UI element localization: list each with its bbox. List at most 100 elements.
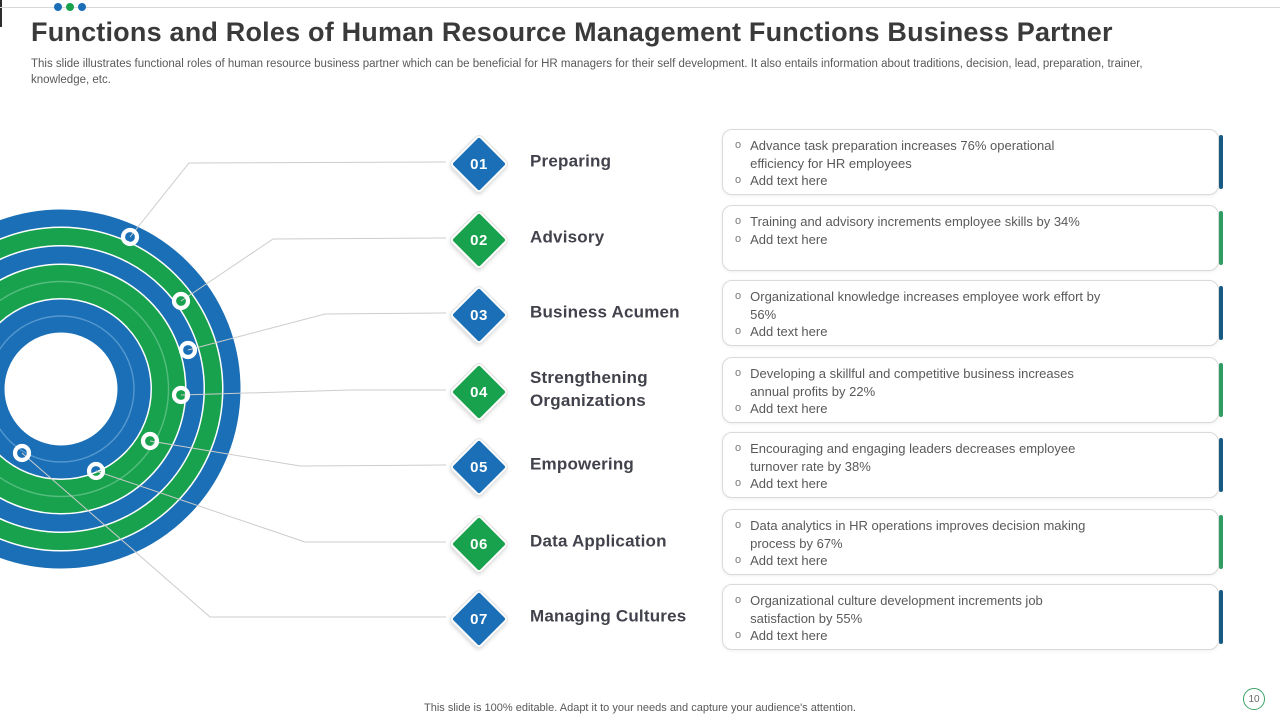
detail-card-3: o Organizational knowledge increases emp… — [722, 280, 1219, 346]
bullet-text-placeholder: Add text here — [750, 173, 828, 188]
card-accent-bar — [1219, 135, 1223, 189]
ring-blue-middle — [0, 246, 204, 532]
bullet-text: Organizational culture development incre… — [750, 593, 1043, 626]
bullet-icon: o — [735, 519, 742, 531]
step-number: 02 — [470, 231, 488, 249]
bullet-icon: o — [735, 442, 742, 454]
ring-marker-7 — [12, 443, 32, 463]
page-number: 10 — [1248, 693, 1260, 705]
bullet-text: Developing a skillful and competitive bu… — [750, 366, 1074, 399]
ring-separator-arc — [0, 315, 135, 463]
card-accent-bar — [1219, 286, 1223, 340]
bullet-text: Organizational knowledge increases emplo… — [750, 289, 1101, 322]
ring-green-outer — [0, 228, 222, 550]
header-divider-line — [0, 7, 1280, 8]
bullet-icon: o — [735, 290, 742, 302]
page-subtitle: This slide illustrates functional roles … — [31, 58, 1143, 87]
bullet-text-placeholder: Add text here — [750, 553, 828, 568]
step-number: 03 — [470, 306, 488, 324]
bullet-item: o Add text here — [735, 231, 1204, 249]
card-accent-bar — [1219, 211, 1223, 265]
step-number: 05 — [470, 458, 488, 476]
card-accent-bar — [1219, 363, 1223, 417]
bullet-item: o Advance task preparation increases 76%… — [735, 137, 1204, 172]
step-label-managing-cultures: Managing Cultures — [530, 606, 687, 626]
detail-card-7: o Organizational culture development inc… — [722, 584, 1219, 650]
connector-line-1 — [129, 161, 447, 238]
detail-card-2: o Training and advisory increments emplo… — [722, 205, 1219, 271]
detail-card-4: o Developing a skillful and competitive … — [722, 357, 1219, 423]
bullet-item: o Developing a skillful and competitive … — [735, 365, 1204, 400]
bullet-text: Data analytics in HR operations improves… — [750, 518, 1086, 551]
bullet-text-placeholder: Add text here — [750, 324, 828, 339]
bullet-icon: o — [735, 139, 742, 151]
header-dot-blue-1 — [54, 3, 62, 11]
bullet-icon: o — [735, 477, 742, 489]
bullet-text: Encouraging and engaging leaders decreas… — [750, 441, 1076, 474]
step-number: 01 — [470, 155, 488, 173]
bullet-text-placeholder: Add text here — [750, 401, 828, 416]
ring-marker-5 — [140, 431, 160, 451]
bullet-item: o Training and advisory increments emplo… — [735, 213, 1204, 231]
bullet-item: o Add text here — [735, 475, 1204, 493]
bullet-icon: o — [735, 325, 742, 337]
ring-marker-2 — [171, 291, 191, 311]
bullet-text-placeholder: Add text here — [750, 628, 828, 643]
ring-marker-6 — [86, 461, 106, 481]
bullet-item: o Add text here — [735, 627, 1204, 645]
bullet-item: o Add text here — [735, 172, 1204, 190]
connector-line-5 — [149, 440, 447, 467]
step-label-empowering: Empowering — [530, 454, 635, 474]
step-label-strengthening-organizations: Strengthening Organizations — [530, 368, 648, 410]
bullet-icon: o — [735, 629, 742, 641]
bullet-item: o Organizational knowledge increases emp… — [735, 288, 1204, 323]
step-number: 04 — [470, 383, 488, 401]
card-accent-bar — [1219, 515, 1223, 569]
detail-card-1: o Advance task preparation increases 76%… — [722, 129, 1219, 195]
concentric-rings — [0, 209, 241, 569]
bullet-icon: o — [735, 554, 742, 566]
step-label-business-acumen: Business Acumen — [530, 302, 680, 322]
page-number-badge: 10 — [1243, 688, 1265, 710]
bullet-icon: o — [735, 215, 742, 227]
step-label-advisory: Advisory — [530, 227, 605, 247]
bullet-icon: o — [735, 232, 742, 245]
bullet-item: o Data analytics in HR operations improv… — [735, 517, 1204, 552]
ring-marker-1 — [120, 227, 140, 247]
card-accent-bar — [1219, 590, 1223, 644]
connector-line-2 — [180, 237, 447, 302]
ring-markers — [12, 227, 198, 481]
bullet-icon: o — [735, 402, 742, 414]
bullet-icon: o — [735, 367, 742, 379]
bullet-item: o Add text here — [735, 552, 1204, 570]
bullet-item: o Add text here — [735, 400, 1204, 418]
ring-blue-outer — [0, 209, 241, 569]
connector-line-3 — [187, 312, 447, 351]
footer-note: This slide is 100% editable. Adapt it to… — [424, 702, 856, 714]
bullet-item: o Add text here — [735, 323, 1204, 341]
ring-marker-3 — [178, 340, 198, 360]
detail-card-5: o Encouraging and engaging leaders decre… — [722, 432, 1219, 498]
corner-tick — [0, 0, 2, 27]
ring-marker-4 — [171, 385, 191, 405]
bullet-text-placeholder: Add text here — [750, 476, 828, 491]
bullet-text: Advance task preparation increases 76% o… — [750, 138, 1055, 171]
bullet-text: Training and advisory increments employe… — [750, 214, 1080, 229]
connector-line-7 — [21, 452, 446, 618]
bullet-item: o Encouraging and engaging leaders decre… — [735, 440, 1204, 475]
card-accent-bar — [1219, 438, 1223, 492]
bullet-icon: o — [735, 594, 742, 606]
bullet-text-placeholder: Add text here — [750, 231, 828, 247]
detail-card-6: o Data analytics in HR operations improv… — [722, 509, 1219, 575]
step-label-preparing: Preparing — [530, 151, 612, 171]
bullet-item: o Organizational culture development inc… — [735, 592, 1204, 627]
connector-line-4 — [180, 389, 446, 396]
step-number: 07 — [470, 610, 488, 628]
header-dot-blue-2 — [78, 3, 86, 11]
connector-lines — [21, 161, 447, 618]
page-title: Functions and Roles of Human Resource Ma… — [31, 17, 1113, 47]
step-number: 06 — [470, 535, 488, 553]
ring-separator-arc — [0, 280, 170, 498]
